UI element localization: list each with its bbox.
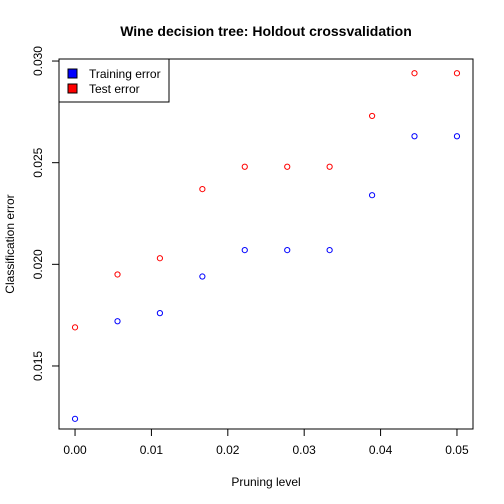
training-error-point (71, 415, 79, 422)
training-error-point (199, 273, 206, 280)
legend-box (58, 58, 170, 103)
training-error-point (368, 192, 376, 199)
x-tick-label: 0.00 (63, 443, 87, 457)
test-error-point (71, 324, 79, 331)
training-error-point (241, 246, 248, 254)
test-error-point (241, 163, 248, 170)
y-tick-label: 0.025 (31, 147, 45, 177)
x-axis-label: Pruning level (231, 475, 300, 489)
x-tick-label: 0.05 (445, 443, 469, 457)
test-error-point (453, 70, 461, 77)
x-tick-label: 0.03 (293, 443, 317, 457)
legend-swatch-test-error (67, 83, 78, 94)
x-tick-label: 0.02 (216, 443, 240, 457)
test-error-point (368, 112, 376, 120)
y-tick-label: 0.030 (31, 46, 45, 76)
training-error-point (326, 246, 333, 254)
test-error-point (156, 255, 164, 262)
test-error-point (199, 186, 206, 193)
test-error-point (114, 271, 121, 278)
training-error-point (411, 133, 418, 140)
chart-title: Wine decision tree: Holdout crossvalidat… (120, 23, 412, 39)
y-axis-label: Classification error (3, 194, 17, 293)
legend-label-training-error: Training error (89, 67, 161, 81)
x-tick-label: 0.01 (140, 443, 164, 457)
x-tick-label: 0.04 (369, 443, 393, 457)
training-error-point (114, 318, 121, 325)
test-error-point (326, 163, 333, 170)
test-error-point (411, 70, 418, 77)
legend-label-test-error: Test error (89, 82, 140, 96)
x-axis: 0.00 0.01 0.02 0.03 0.04 0.05 (63, 428, 469, 457)
test-error-point (284, 163, 291, 170)
y-axis: 0.015 0.020 0.025 0.030 (31, 46, 60, 381)
y-tick-label: 0.020 (31, 249, 45, 279)
y-tick-label: 0.015 (31, 351, 45, 381)
plot-area-frame (58, 58, 474, 430)
legend-swatch-training-error (67, 68, 78, 79)
data-points (71, 70, 461, 422)
training-error-point (156, 310, 164, 317)
training-error-point (453, 133, 461, 140)
legend: Training error Test error (58, 58, 170, 103)
training-error-point (284, 246, 291, 254)
